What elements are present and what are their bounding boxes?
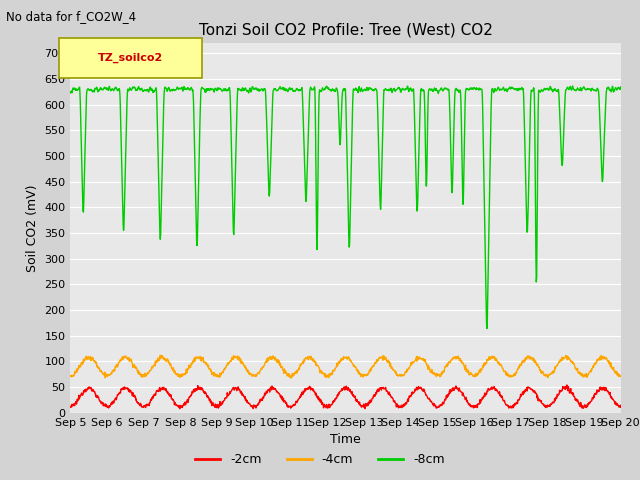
Y-axis label: Soil CO2 (mV): Soil CO2 (mV) [26, 184, 39, 272]
X-axis label: Time: Time [330, 433, 361, 446]
FancyBboxPatch shape [60, 37, 202, 78]
Title: Tonzi Soil CO2 Profile: Tree (West) CO2: Tonzi Soil CO2 Profile: Tree (West) CO2 [198, 23, 493, 38]
Text: TZ_soilco2: TZ_soilco2 [99, 53, 164, 63]
Text: No data for f_CO2W_4: No data for f_CO2W_4 [6, 10, 136, 23]
Legend: -2cm, -4cm, -8cm: -2cm, -4cm, -8cm [190, 448, 450, 471]
